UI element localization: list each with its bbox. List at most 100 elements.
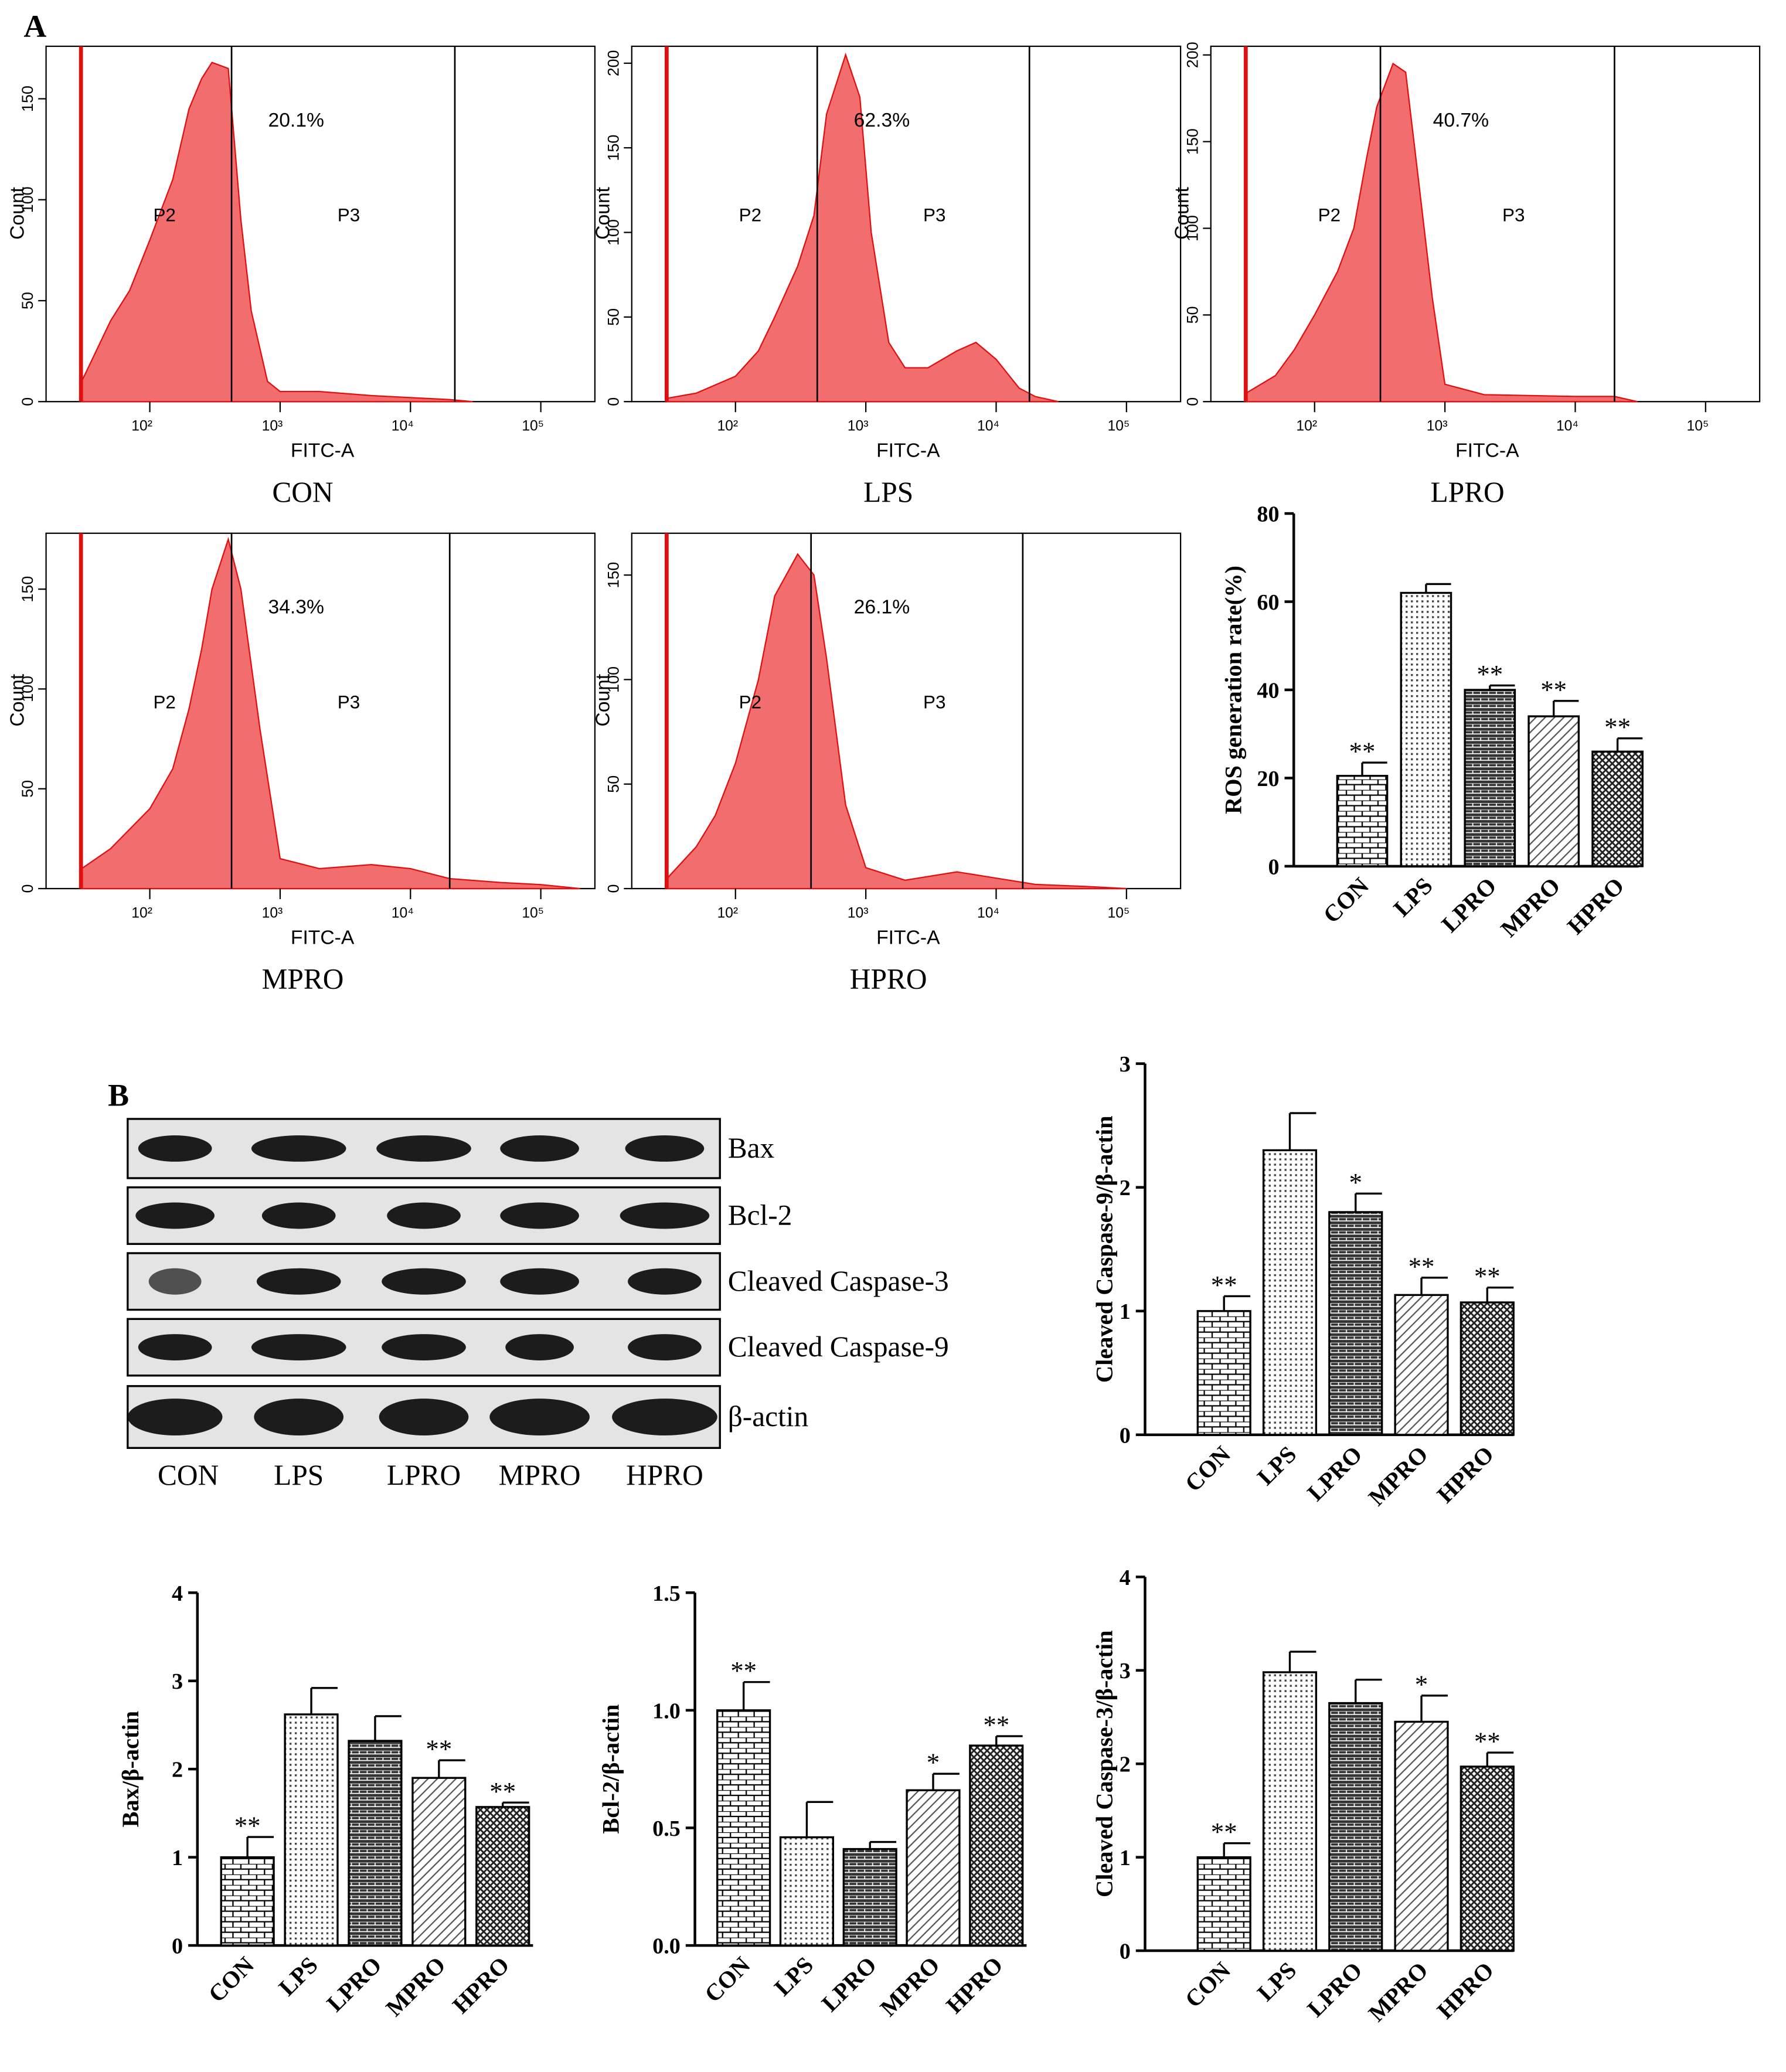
gate-label: P3 [923, 692, 945, 712]
blot-band [256, 1268, 341, 1295]
y-tick-label: 4 [1120, 1566, 1131, 1590]
plot-frame [1210, 45, 1761, 403]
plot-frame [631, 45, 1182, 403]
x-tick-label: HPRO [1562, 872, 1629, 939]
x-tick-label: MPRO [875, 1952, 945, 2022]
lane-label: MPRO [499, 1459, 581, 1491]
y-tick-label: 100 [604, 666, 622, 693]
x-tick-label: 10² [717, 905, 738, 921]
y-axis-label: ROS generation rate(%) [1220, 566, 1246, 814]
caption: CON [272, 476, 333, 508]
x-tick-label: LPRO [1436, 872, 1501, 937]
bar [969, 1744, 1024, 1947]
x-tick-label: 10² [131, 905, 152, 921]
histogram-area [1246, 62, 1638, 403]
bar [411, 1777, 467, 1947]
x-tick-label: 10⁵ [1686, 419, 1709, 434]
bar [1336, 774, 1389, 867]
y-tick-label: 0.0 [652, 1934, 681, 1959]
lane-label: LPRO [387, 1459, 461, 1491]
bar [1528, 715, 1580, 867]
y-tick-label: 1.0 [652, 1699, 681, 1723]
y-tick-label: 3 [1120, 1052, 1131, 1077]
spike [665, 46, 669, 402]
x-tick-label: HPRO [1432, 1441, 1499, 1508]
blot-band [387, 1202, 461, 1229]
significance: ** [1211, 1270, 1237, 1299]
x-tick-label: MPRO [1363, 1441, 1433, 1510]
y-axis-label: Count [593, 186, 614, 239]
y-tick-label: 50 [1183, 306, 1201, 324]
y-axis-label: Cleaved Caspase-3/β-actin [1091, 1630, 1117, 1897]
y-tick-label: 60 [1257, 590, 1279, 615]
band-label: Bax [728, 1132, 775, 1164]
x-tick-label: LPS [1252, 1441, 1301, 1490]
x-tick-label: 10² [1296, 419, 1317, 434]
y-tick-label: 50 [19, 292, 36, 309]
gate-label: P3 [338, 205, 360, 226]
blot-band [382, 1268, 466, 1295]
x-tick-label: LPS [274, 1952, 323, 2001]
y-tick-label: 100 [19, 676, 36, 702]
y-tick-label: 150 [604, 562, 622, 588]
significance: ** [1409, 1251, 1435, 1281]
x-tick-label: HPRO [1432, 1957, 1499, 2024]
y-tick-label: 0 [1120, 1940, 1131, 1964]
bar [220, 1856, 275, 1947]
x-tick-label: 10⁵ [1108, 905, 1130, 921]
x-tick-label: LPRO [817, 1952, 882, 2017]
blot-band [500, 1135, 579, 1162]
x-tick-label: 10³ [262, 905, 283, 921]
histogram-area [81, 62, 473, 403]
significance: ** [1604, 712, 1631, 741]
spike [79, 533, 83, 889]
y-tick-label: 0 [172, 1934, 183, 1959]
y-tick-label: 0 [604, 397, 622, 406]
y-tick-label: 50 [19, 780, 36, 798]
y-tick-label: 0.5 [652, 1816, 681, 1841]
bar [1328, 1702, 1383, 1952]
y-axis-label: Bax/β-actin [117, 1711, 144, 1828]
caption: LPRO [1431, 476, 1505, 508]
significance: ** [1474, 1727, 1501, 1756]
significance: * [1415, 1669, 1428, 1699]
x-tick-label: MPRO [1363, 1957, 1433, 2027]
y-tick-label: 1 [1120, 1299, 1131, 1324]
significance: ** [426, 1734, 452, 1764]
annotation: 40.7% [1433, 110, 1489, 131]
bar [1400, 591, 1452, 867]
y-axis-label: Count [593, 673, 614, 726]
gate-label: P2 [739, 205, 761, 226]
blot-band [138, 1135, 212, 1162]
x-tick-label: LPS [1252, 1957, 1301, 2006]
y-tick-label: 3 [1120, 1659, 1131, 1683]
blot-band [261, 1202, 336, 1229]
histogram-area [666, 553, 1127, 890]
bar [779, 1836, 835, 1947]
bar [1394, 1294, 1449, 1436]
x-tick-label: LPRO [1302, 1441, 1367, 1506]
blot-band [376, 1135, 471, 1162]
significance: ** [730, 1656, 757, 1685]
y-tick-label: 1.5 [652, 1581, 681, 1606]
x-tick-label: 10⁴ [392, 419, 414, 434]
gate-label: P2 [153, 205, 175, 226]
y-axis-label: Count [1172, 186, 1193, 239]
x-tick-label: LPS [1388, 872, 1437, 921]
y-tick-label: 200 [1183, 42, 1201, 68]
x-tick-label: 10⁵ [522, 419, 544, 434]
significance: ** [1477, 659, 1503, 689]
blot-band [489, 1399, 590, 1435]
y-tick-label: 100 [19, 186, 36, 213]
x-tick-label: 10⁵ [522, 905, 544, 921]
bar [1262, 1671, 1318, 1952]
bar [842, 1848, 897, 1947]
x-tick-label: CON [1180, 1957, 1236, 2013]
y-tick-label: 0 [19, 397, 36, 406]
bar [716, 1709, 771, 1947]
blot-band [625, 1135, 705, 1162]
band-label: Bcl-2 [728, 1199, 792, 1231]
bar [1464, 689, 1516, 867]
y-tick-label: 0 [604, 884, 622, 893]
